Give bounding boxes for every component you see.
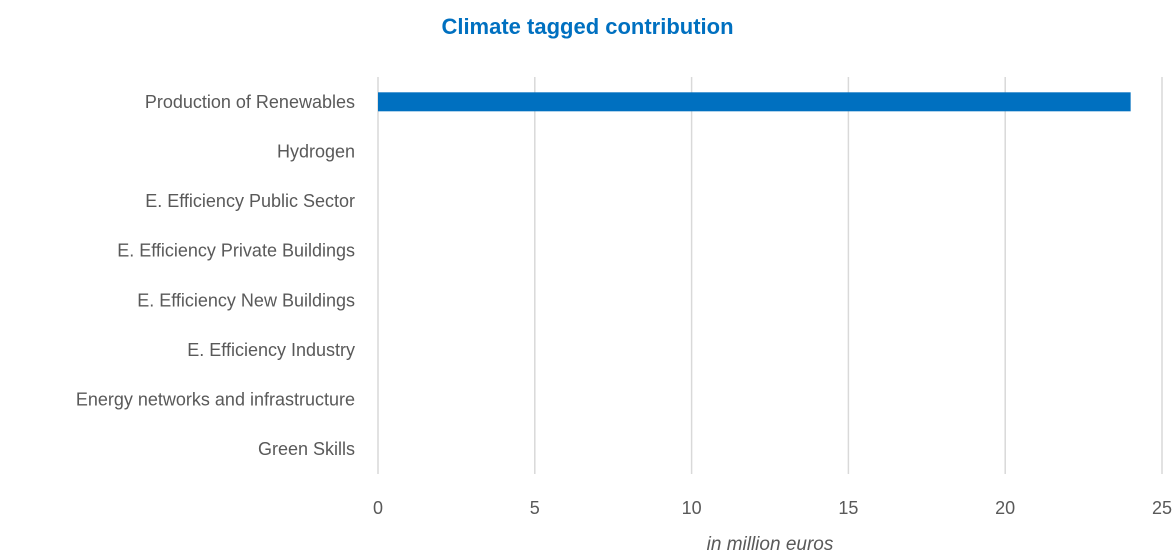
x-tick-label: 20 [995,498,1015,518]
x-tick-label: 0 [373,498,383,518]
x-tick-labels: 0 5 10 15 20 25 [373,498,1172,518]
category-label: Green Skills [258,439,355,459]
bars [378,92,1131,112]
chart-title: Climate tagged contribution [441,14,734,39]
bar [378,92,1131,112]
category-label: Production of Renewables [145,92,355,112]
category-labels: Production of Renewables Hydrogen E. Effic… [76,92,355,459]
x-tick-label: 5 [530,498,540,518]
x-axis-title: in million euros [707,534,834,554]
x-tick-label: 10 [682,498,702,518]
category-label: E. Efficiency Public Sector [145,191,355,211]
category-label: Hydrogen [277,141,355,161]
category-label: E. Efficiency Private Buildings [117,241,355,261]
category-label: E. Efficiency Industry [187,340,355,360]
category-label: E. Efficiency New Buildings [137,290,355,310]
grid-lines [377,77,1163,474]
category-label: Energy networks and infrastructure [76,390,355,410]
x-tick-label: 15 [838,498,858,518]
x-tick-label: 25 [1152,498,1172,518]
